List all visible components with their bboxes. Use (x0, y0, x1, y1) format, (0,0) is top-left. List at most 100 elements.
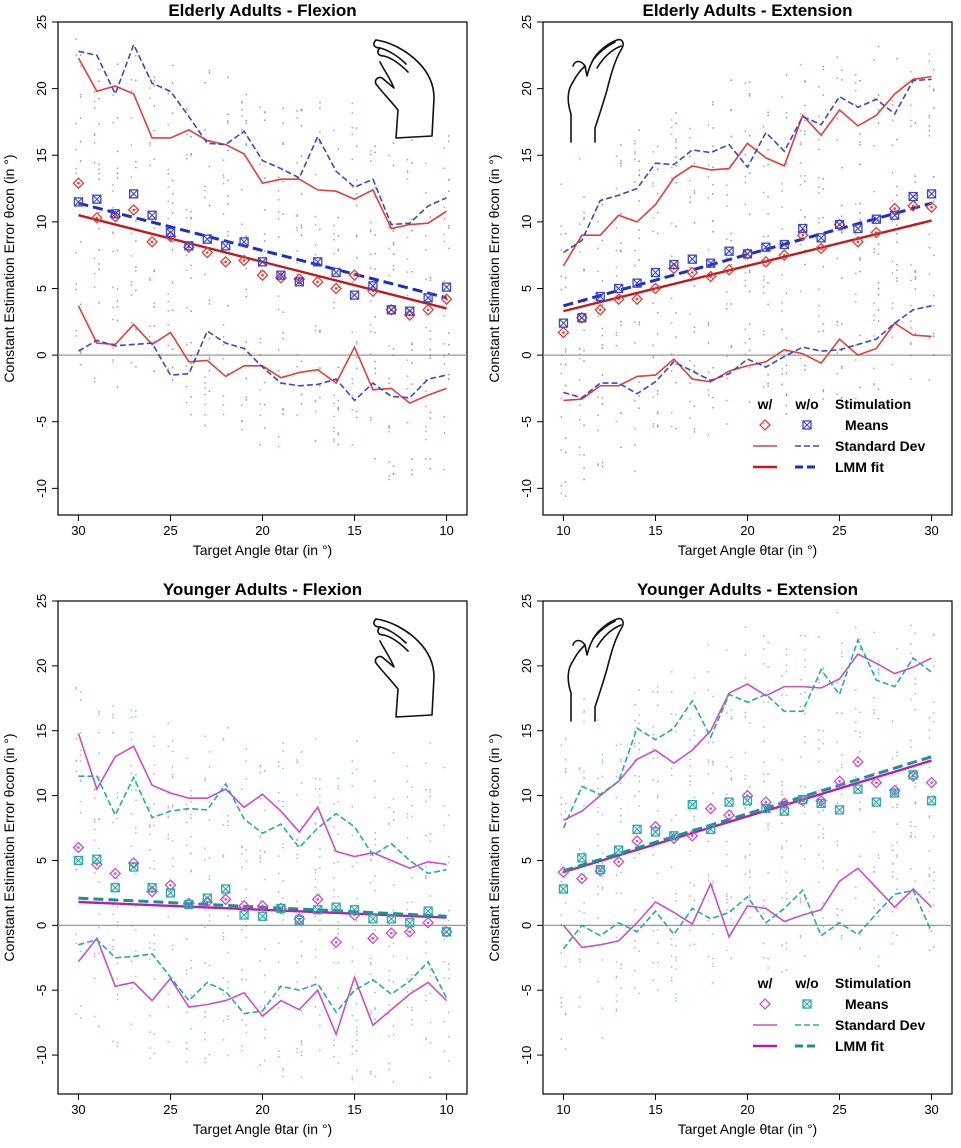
raw-point (300, 1075, 303, 1078)
square-cross (743, 249, 752, 259)
square-cross (595, 292, 605, 301)
raw-point (689, 382, 691, 384)
raw-point (259, 857, 262, 860)
mean-point-with (440, 293, 453, 306)
raw-point (633, 703, 636, 706)
y-tick-label: 10 (34, 215, 49, 229)
square-marker (595, 864, 605, 875)
raw-point (560, 288, 563, 291)
raw-point (730, 346, 733, 349)
raw-point (333, 888, 335, 891)
raw-point (910, 836, 912, 839)
square-marker (221, 884, 231, 894)
raw-point (314, 224, 317, 226)
raw-point (638, 722, 641, 725)
raw-point (319, 130, 321, 133)
square-cross (595, 865, 605, 874)
raw-point (633, 151, 636, 153)
square-marker (110, 209, 120, 219)
raw-point (932, 68, 935, 71)
raw-point (928, 233, 931, 236)
raw-point (891, 302, 894, 305)
raw-point (130, 116, 133, 119)
raw-point (79, 303, 82, 306)
raw-point (98, 1025, 100, 1028)
raw-point (208, 299, 211, 302)
mean-point-with (256, 269, 269, 282)
mean-point-with (925, 776, 938, 789)
raw-point (804, 955, 806, 957)
raw-point (804, 364, 806, 367)
square-marker (239, 237, 249, 247)
raw-point (411, 161, 413, 164)
raw-point (799, 845, 802, 847)
raw-point (804, 648, 806, 651)
raw-point (208, 801, 211, 804)
square-marker (779, 239, 789, 250)
raw-point (725, 853, 728, 856)
x-tick-label: 15 (347, 1102, 361, 1117)
raw-point (392, 798, 395, 800)
raw-point (277, 198, 280, 201)
diamond-center (169, 883, 172, 887)
raw-point (112, 716, 114, 719)
raw-point (928, 717, 931, 719)
raw-point (185, 385, 188, 388)
raw-point (130, 78, 133, 81)
raw-point (633, 249, 636, 252)
raw-point (818, 177, 820, 179)
raw-point (822, 860, 825, 863)
raw-point (134, 166, 137, 169)
raw-point (689, 313, 691, 315)
square-marker (73, 855, 84, 866)
raw-point (153, 269, 156, 272)
raw-point (689, 810, 691, 813)
raw-point (208, 1054, 211, 1056)
square-cross (350, 905, 359, 915)
raw-point (374, 1075, 377, 1078)
raw-point (928, 867, 931, 870)
raw-point (116, 993, 119, 996)
raw-point (560, 397, 563, 400)
diamond-marker (274, 271, 287, 284)
raw-point (190, 277, 192, 280)
raw-point (652, 896, 655, 899)
raw-point (840, 667, 843, 670)
raw-point (656, 942, 659, 945)
raw-point (564, 758, 567, 761)
raw-point (222, 174, 225, 176)
legend-diamond-marker (759, 419, 771, 431)
raw-point (282, 213, 285, 215)
raw-point (762, 165, 765, 168)
raw-point (388, 1068, 391, 1071)
raw-point (615, 936, 618, 939)
diamond-center (371, 937, 375, 940)
raw-point (689, 417, 691, 420)
raw-point (564, 451, 567, 454)
y-axis-label: Constant Estimation Error θcon (in °) (1, 154, 17, 382)
square-marker (632, 824, 642, 834)
raw-point (411, 383, 413, 386)
raw-point (185, 1042, 188, 1044)
raw-point (748, 896, 751, 899)
mean-point-without (349, 905, 360, 915)
raw-point (689, 895, 691, 897)
raw-point (79, 65, 82, 67)
raw-point (112, 1040, 114, 1043)
raw-point (583, 454, 585, 456)
raw-point (226, 1054, 229, 1057)
raw-point (355, 179, 358, 182)
raw-point (392, 981, 395, 983)
raw-point (615, 1000, 618, 1003)
raw-point (619, 249, 622, 251)
raw-point (836, 921, 839, 924)
raw-point (762, 275, 765, 278)
raw-point (167, 1006, 170, 1008)
raw-point (689, 850, 691, 853)
raw-point (130, 738, 133, 741)
mean-point-without (165, 227, 176, 238)
raw-point (116, 249, 119, 252)
raw-point (583, 478, 585, 481)
raw-point (693, 796, 696, 799)
y-tick-label: 25 (519, 594, 534, 608)
